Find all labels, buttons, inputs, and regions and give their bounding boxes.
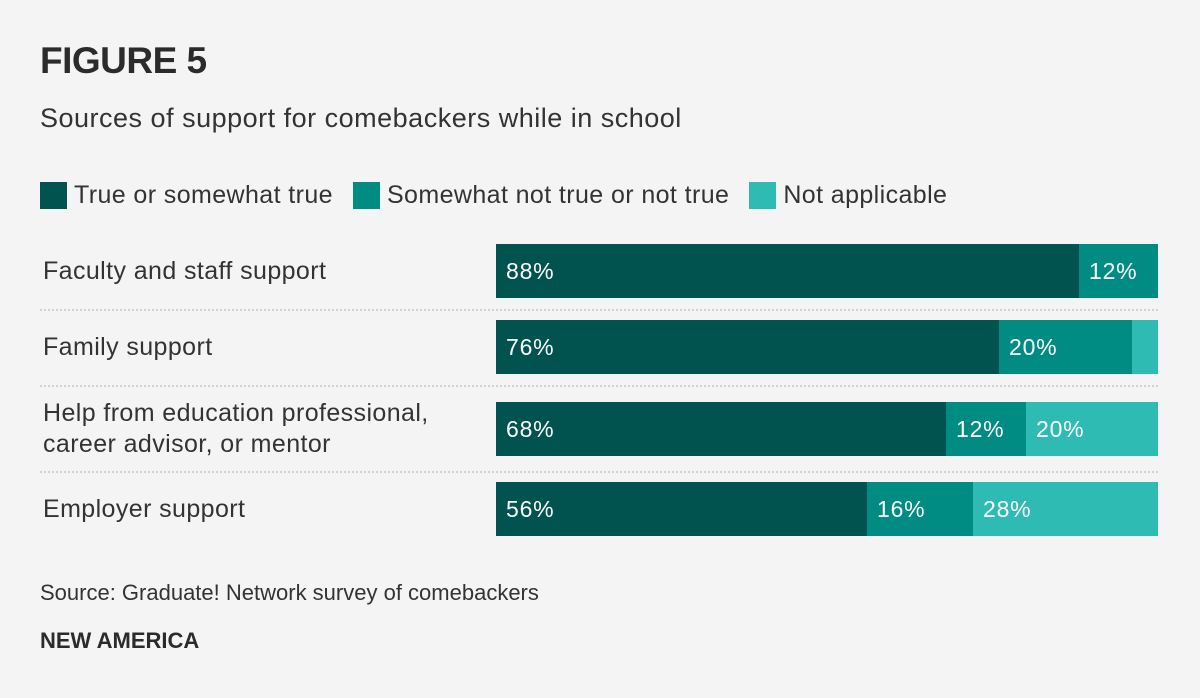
bar-segment [867,482,973,536]
row-divider [40,309,1158,311]
data-label: 28% [983,496,1032,522]
category-label-line: Faculty and staff support [43,256,327,285]
legend-label-not-true: Somewhat not true or not true [386,180,730,209]
legend-swatch-not-true [352,181,380,209]
category-label-line: Family support [43,332,213,361]
data-label: 16% [877,496,926,522]
legend-item-not-applicable: Not applicable [749,181,947,210]
category-label-line: career advisor, or mentor [43,430,331,458]
bar-segment [496,244,1079,298]
bar-segment [1079,244,1158,298]
legend-item-true: True or somewhat true [40,181,333,210]
data-label: 12% [956,416,1005,442]
legend-item-not-true: Somewhat not true or not true [352,180,730,210]
bar-segment [1026,402,1158,456]
category-label: Help from education professional, career … [43,398,493,460]
category-label: Family support [43,332,493,363]
source-note: Source: Graduate! Network survey of come… [40,580,539,605]
legend-swatch-not-applicable [749,181,777,209]
data-label: 88% [506,258,555,284]
bar-segment [1132,320,1158,374]
chart-subtitle: Sources of support for comebackers while… [40,103,682,133]
brand-logo-text: NEW AMERICA [40,628,200,653]
bar-segment [496,320,999,374]
legend-swatch-true [40,181,67,209]
row-divider [40,471,1158,473]
data-label: 56% [506,496,555,522]
legend-label-true: True or somewhat true [74,180,333,209]
legend-label-not-applicable: Not applicable [783,180,948,209]
bar-segment [946,402,1026,456]
bar-segment [973,482,1158,536]
category-label-line: Employer support [43,494,246,523]
bar-segment [999,320,1132,374]
data-label: 20% [1009,334,1058,360]
data-label: 68% [506,416,555,442]
data-label: 12% [1089,258,1138,284]
bar-row: 56% 16% 28% [496,482,1158,536]
bar-row: 76% 20% [496,320,1158,374]
bar-segment [496,482,867,536]
bar-segment [496,402,946,456]
figure-label: FIGURE 5 [40,40,207,81]
data-label: 76% [506,334,555,360]
category-label-line: Help from education professional, [43,399,429,427]
data-label: 20% [1036,416,1085,442]
bar-row: 88% 12% [496,244,1158,298]
bar-row: 68% 12% 20% [496,402,1158,456]
category-label: Employer support [43,494,493,525]
category-label: Faculty and staff support [43,256,493,287]
legend: True or somewhat true Somewhat not true … [40,178,967,212]
row-divider [40,385,1158,387]
